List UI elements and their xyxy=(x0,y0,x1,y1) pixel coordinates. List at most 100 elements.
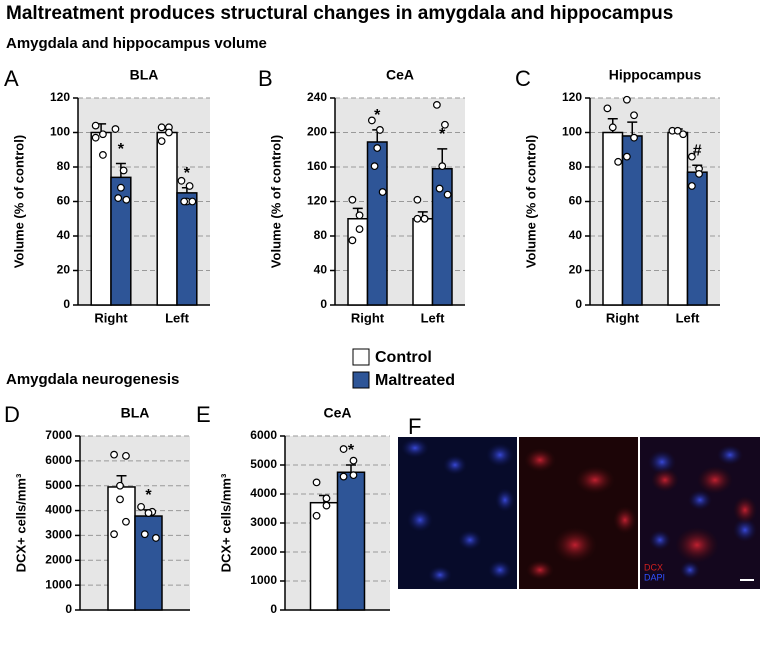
y-tick-label: 5000 xyxy=(250,457,277,471)
data-point xyxy=(122,451,130,460)
data-point xyxy=(91,121,100,130)
legend-swatch xyxy=(352,348,370,366)
y-tick-label: 120 xyxy=(562,90,582,104)
x-tick-label: Right xyxy=(94,310,128,325)
data-point xyxy=(312,511,321,520)
data-point xyxy=(177,176,186,185)
y-tick-label: 40 xyxy=(569,228,583,242)
section-title: Amygdala neurogenesis xyxy=(6,371,179,388)
data-point xyxy=(137,502,145,511)
bar xyxy=(621,135,643,306)
y-tick-label: 100 xyxy=(562,125,582,139)
y-tick-label: 6000 xyxy=(250,428,277,442)
data-point xyxy=(438,162,447,171)
error-bar xyxy=(346,464,356,473)
data-point xyxy=(441,120,449,129)
y-tick-label: 0 xyxy=(65,602,72,616)
data-point xyxy=(435,184,444,193)
y-tick-label: 60 xyxy=(57,194,71,208)
data-point xyxy=(349,456,358,465)
x-tick-label: Left xyxy=(421,310,446,325)
data-point xyxy=(110,530,118,539)
data-point xyxy=(630,111,638,120)
y-tick-label: 0 xyxy=(575,297,582,311)
panel-letter: E xyxy=(196,402,211,427)
section-title: Amygdala and hippocampus volume xyxy=(6,35,267,52)
y-tick-label: 120 xyxy=(50,90,70,104)
panel-letter: D xyxy=(4,402,20,427)
data-point xyxy=(339,445,348,453)
y-tick-label: 20 xyxy=(57,263,71,277)
data-point xyxy=(110,450,118,459)
y-axis-label: Volume (% of control) xyxy=(268,135,283,268)
significance-label: * xyxy=(184,165,191,182)
bar xyxy=(156,131,178,306)
y-tick-label: 5000 xyxy=(45,478,72,492)
panel-letter: C xyxy=(515,66,531,91)
panel-letter: B xyxy=(258,66,273,91)
significance-label: * xyxy=(374,107,381,124)
data-point xyxy=(122,195,131,204)
legend-swatch xyxy=(352,371,370,389)
data-point xyxy=(157,123,166,132)
y-tick-label: 80 xyxy=(314,228,328,242)
y-tick-label: 0 xyxy=(320,297,327,311)
y-tick-label: 80 xyxy=(57,159,71,173)
figure-title: Maltreatment produces structural changes… xyxy=(6,3,673,24)
data-point xyxy=(116,495,124,504)
data-point xyxy=(99,151,107,159)
y-tick-label: 40 xyxy=(314,263,328,277)
y-tick-label: 20 xyxy=(569,263,583,277)
data-point xyxy=(432,100,441,109)
y-tick-label: 1000 xyxy=(45,577,72,591)
y-axis-label: DCX+ cells/mm³ xyxy=(13,473,28,572)
legend: Control Maltreated xyxy=(352,348,455,389)
y-tick-label: 80 xyxy=(569,159,583,173)
error-bar xyxy=(627,121,638,136)
y-tick-label: 100 xyxy=(50,125,70,139)
significance-label: * xyxy=(118,141,125,158)
data-point xyxy=(114,194,123,202)
data-point xyxy=(165,128,173,137)
y-axis-label: Volume (% of control) xyxy=(523,135,538,268)
data-point xyxy=(180,197,189,206)
significance-label: * xyxy=(439,126,446,143)
data-point xyxy=(312,478,321,487)
significance-label: * xyxy=(348,442,355,459)
dcx-signal xyxy=(524,448,757,580)
y-tick-label: 120 xyxy=(307,194,327,208)
data-point xyxy=(603,104,612,113)
y-tick-label: 1000 xyxy=(250,573,277,587)
y-tick-label: 2000 xyxy=(250,544,277,558)
data-point xyxy=(348,236,357,245)
data-point xyxy=(378,188,387,196)
data-point xyxy=(185,182,194,190)
data-point xyxy=(322,494,331,503)
y-axis-label: DCX+ cells/mm³ xyxy=(218,473,233,572)
y-tick-label: 6000 xyxy=(45,453,72,467)
bar xyxy=(686,171,708,306)
y-tick-label: 3000 xyxy=(250,515,277,529)
legend-label: Control xyxy=(375,349,432,366)
significance-label: * xyxy=(145,487,152,504)
y-tick-label: 4000 xyxy=(45,503,72,517)
chart-title: BLA xyxy=(121,405,150,421)
chart-title: BLA xyxy=(130,67,159,83)
y-tick-label: 160 xyxy=(307,159,327,173)
y-tick-label: 3000 xyxy=(45,528,72,542)
data-point xyxy=(622,152,631,161)
data-point xyxy=(413,214,422,223)
micrograph: F DCX DAPI xyxy=(398,414,760,589)
data-point xyxy=(695,169,703,178)
bar xyxy=(667,131,689,306)
data-point xyxy=(119,166,128,175)
significance-label: # xyxy=(693,142,702,159)
data-point xyxy=(111,125,120,133)
data-point xyxy=(355,211,364,220)
data-point xyxy=(349,471,358,480)
bar xyxy=(336,471,366,611)
y-tick-label: 2000 xyxy=(45,552,72,566)
data-point xyxy=(157,137,166,146)
data-point xyxy=(188,197,197,206)
